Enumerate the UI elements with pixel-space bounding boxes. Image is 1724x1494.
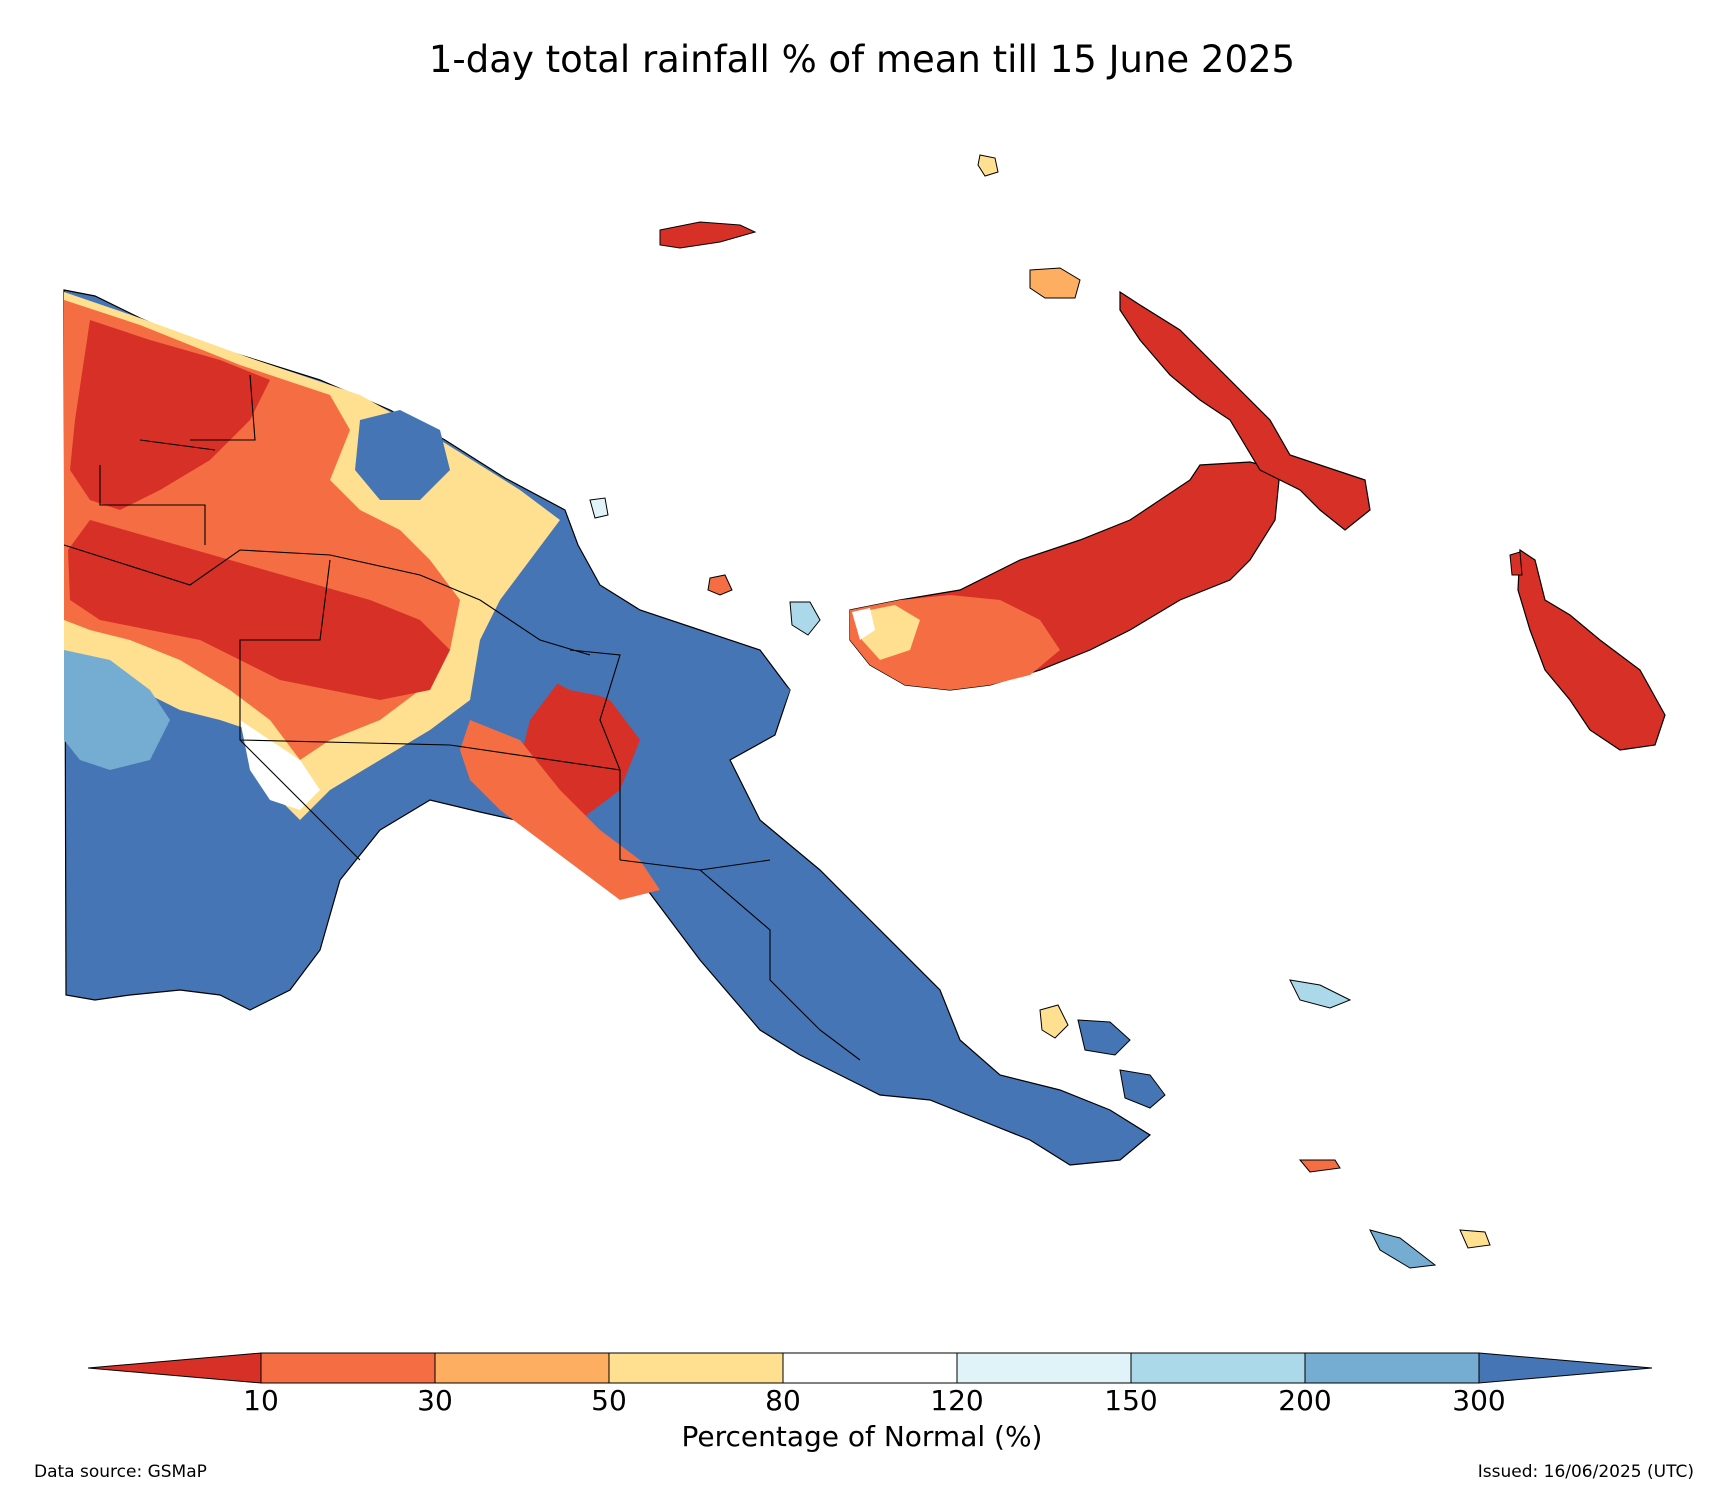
issued-date: Issued: 16/06/2025 (UTC)	[1477, 1462, 1694, 1482]
colorbar-50-80	[608, 1352, 784, 1384]
colorbar-tick-10: 10	[243, 1384, 279, 1417]
colorbar-150-200	[1130, 1352, 1306, 1384]
zone-wet-north	[355, 410, 450, 500]
colorbar-tick-30: 30	[417, 1384, 453, 1417]
map-title: 1-day total rainfall % of mean till 15 J…	[428, 38, 1296, 81]
colorbar-200-300	[1304, 1352, 1480, 1384]
colorbar-low-extend	[87, 1352, 262, 1384]
island-fergusson	[1077, 1019, 1131, 1056]
zone-dry-severe	[70, 320, 270, 510]
island-rossel	[1459, 1229, 1491, 1249]
colorbar-tick-80: 80	[765, 1384, 801, 1417]
colorbar-80-120	[782, 1352, 958, 1384]
colorbar-tick-150: 150	[1104, 1384, 1158, 1417]
island-normanby	[1119, 1069, 1166, 1109]
data-source: Data source: GSMaP	[34, 1462, 207, 1482]
colorbar-tick-300: 300	[1452, 1384, 1506, 1417]
new-britain-west-light	[860, 605, 920, 660]
province-boundaries	[63, 374, 861, 1061]
zone-wet-west	[64, 650, 170, 770]
zone-dry-medium-2	[460, 720, 660, 900]
zone-wet-east	[505, 585, 790, 735]
island-new-ireland	[1119, 290, 1371, 531]
island-woodlark	[1298, 1159, 1341, 1173]
colorbar-10-30	[260, 1352, 436, 1384]
island-karkar	[707, 574, 733, 596]
colorbar-title: Percentage of Normal (%)	[681, 1420, 1043, 1453]
island-long	[789, 601, 821, 636]
zone-dry-severe-2	[68, 520, 450, 700]
colorbar-120-150	[956, 1352, 1132, 1384]
island-buka	[1509, 551, 1523, 576]
new-britain-west-white	[852, 608, 875, 640]
island-manus	[659, 221, 757, 249]
island-emirau	[977, 154, 999, 177]
island-bougainville	[1517, 548, 1666, 751]
colorbar-tick-50: 50	[591, 1384, 627, 1417]
colorbar-tick-120: 120	[930, 1384, 984, 1417]
island-goodenough	[1039, 1004, 1069, 1039]
colorbar	[87, 1352, 1653, 1384]
colorbar-30-50	[434, 1352, 610, 1384]
island-mussau	[1029, 267, 1081, 299]
colorbar-high-extend	[1478, 1352, 1653, 1384]
zone-white-transition	[240, 720, 320, 810]
island-trobriand	[1289, 979, 1352, 1009]
colorbar-tick-200: 200	[1278, 1384, 1332, 1417]
island-small-north	[589, 497, 609, 519]
island-misima	[1369, 1229, 1437, 1269]
